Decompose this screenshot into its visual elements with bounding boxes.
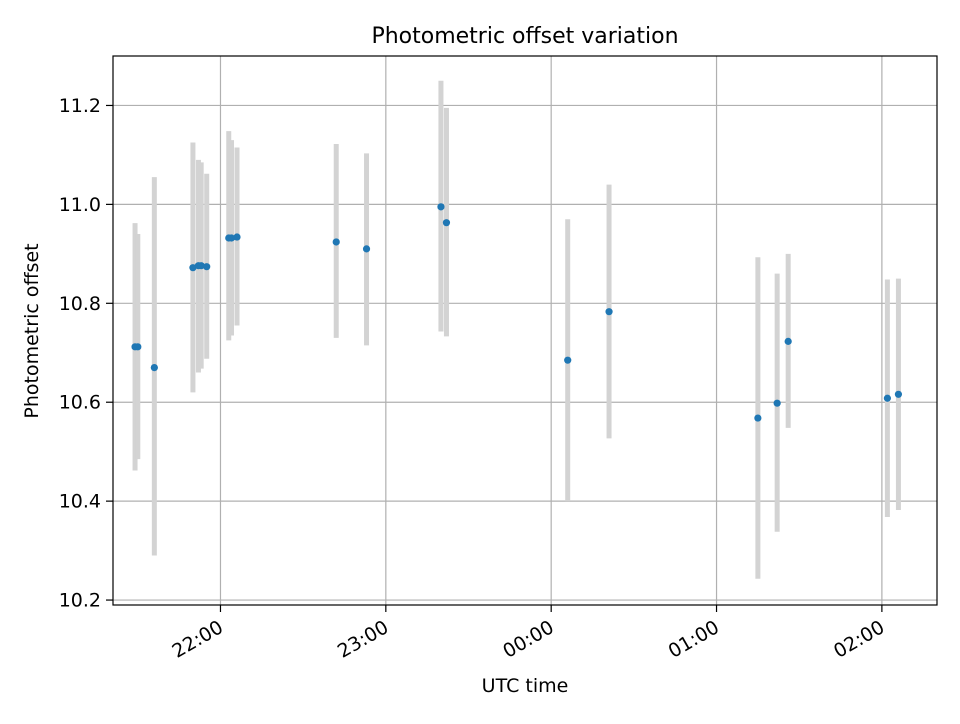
y-tick-label: 10.6 bbox=[59, 392, 101, 414]
y-tick-label: 10.2 bbox=[59, 590, 101, 612]
data-point bbox=[564, 356, 572, 364]
y-tick-label: 11.0 bbox=[59, 194, 101, 216]
data-point bbox=[894, 390, 903, 398]
data-point bbox=[784, 337, 792, 345]
data-point bbox=[362, 245, 371, 253]
y-tick-label: 10.8 bbox=[59, 293, 101, 315]
point-layer bbox=[131, 203, 903, 422]
plot-frame bbox=[112, 55, 938, 606]
data-point bbox=[883, 394, 891, 402]
data-point bbox=[442, 219, 451, 227]
data-point bbox=[437, 203, 445, 211]
data-point bbox=[150, 363, 158, 372]
data-point bbox=[605, 308, 613, 316]
y-tick-label: 10.4 bbox=[59, 491, 101, 513]
data-point bbox=[332, 238, 340, 246]
y-axis-label: Photometric offset bbox=[21, 243, 43, 418]
data-point bbox=[197, 262, 205, 270]
data-point bbox=[134, 343, 142, 351]
chart-title: Photometric offset variation bbox=[371, 24, 678, 49]
y-tick-label: 11.2 bbox=[59, 95, 101, 117]
grid-layer bbox=[113, 56, 937, 605]
data-point bbox=[754, 414, 762, 422]
data-point bbox=[227, 234, 236, 242]
data-point bbox=[189, 264, 197, 272]
x-axis-label: UTC time bbox=[482, 675, 569, 697]
data-point bbox=[203, 263, 211, 271]
data-point bbox=[233, 233, 241, 241]
data-point bbox=[773, 399, 781, 407]
